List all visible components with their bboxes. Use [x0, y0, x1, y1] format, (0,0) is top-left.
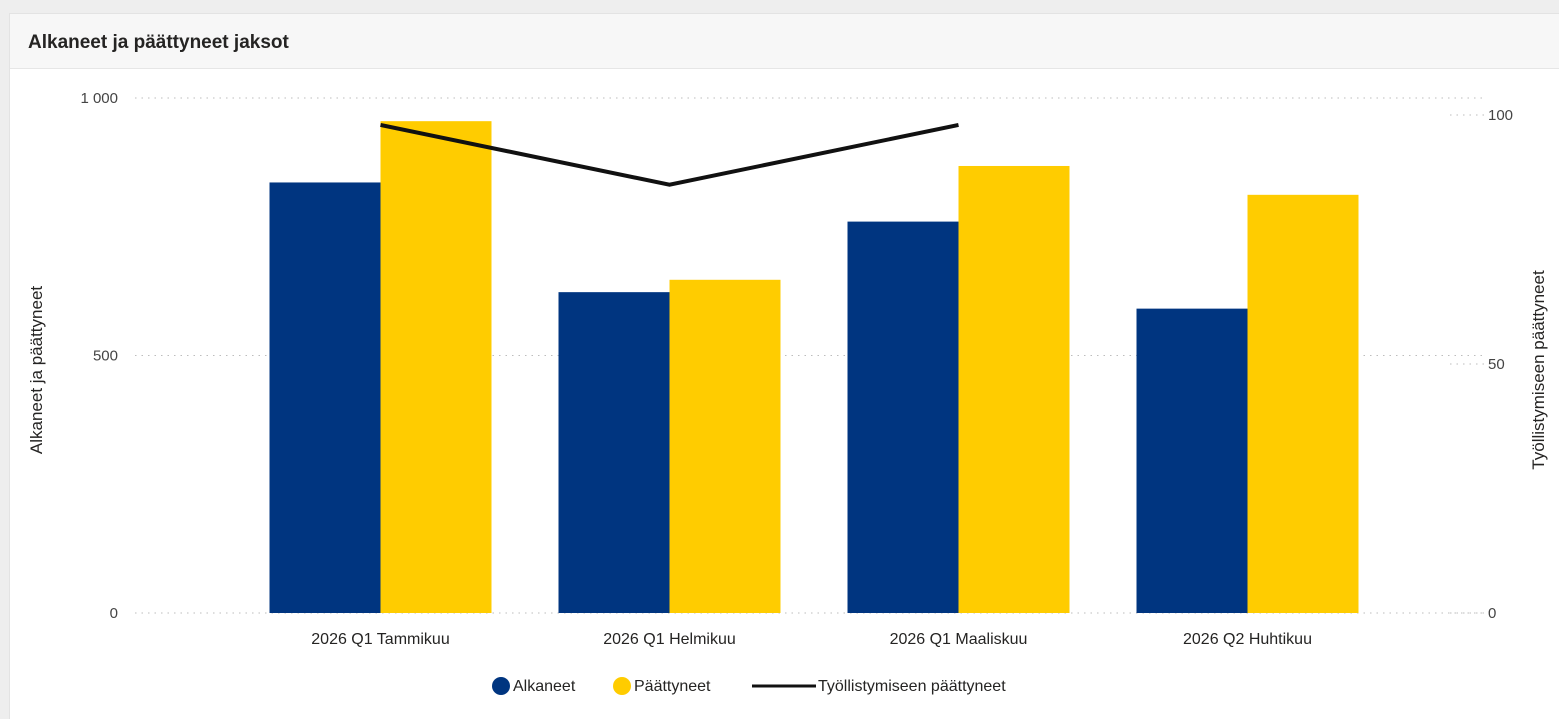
y-right-tick-label: 0: [1488, 605, 1496, 622]
combo-chart: 0 500 1 000 0 50 100 2026 Q1 Tammikuu 2026 Q1 H…: [10, 14, 1559, 719]
bar-p-ttyneet-0: [381, 121, 492, 613]
legend-marker-paattyneet: [613, 677, 631, 695]
y-right-tick-label: 50: [1488, 356, 1505, 373]
legend-marker-alkaneet: [492, 677, 510, 695]
y-right-tick-label: 100: [1488, 107, 1513, 124]
bar-p-ttyneet-2: [959, 166, 1070, 613]
x-tick-label: 2026 Q1 Tammikuu: [311, 631, 449, 648]
x-tick-label: 2026 Q1 Helmikuu: [603, 631, 736, 648]
y-left-tick-label: 0: [110, 605, 118, 622]
x-tick-label: 2026 Q1 Maaliskuu: [890, 631, 1028, 648]
legend-label-paattyneet: Päättyneet: [634, 678, 711, 695]
bar-p-ttyneet-1: [670, 280, 781, 613]
y-right-axis-title: Työllistymiseen päättyneet: [1529, 270, 1548, 470]
bar-alkaneet-2: [848, 222, 959, 613]
y-left-tick-label: 1 000: [80, 90, 118, 107]
bar-alkaneet-3: [1137, 309, 1248, 613]
bar-alkaneet-1: [559, 292, 670, 613]
legend-label-tyollistymiseen: Työllistymiseen päättyneet: [818, 678, 1006, 695]
x-tick-label: 2026 Q2 Huhtikuu: [1183, 631, 1312, 648]
legend-label-alkaneet: Alkaneet: [513, 678, 576, 695]
bar-alkaneet-0: [270, 182, 381, 613]
bar-p-ttyneet-3: [1248, 195, 1359, 613]
y-left-axis-title: Alkaneet ja päättyneet: [27, 286, 46, 455]
y-left-tick-label: 500: [93, 348, 118, 365]
